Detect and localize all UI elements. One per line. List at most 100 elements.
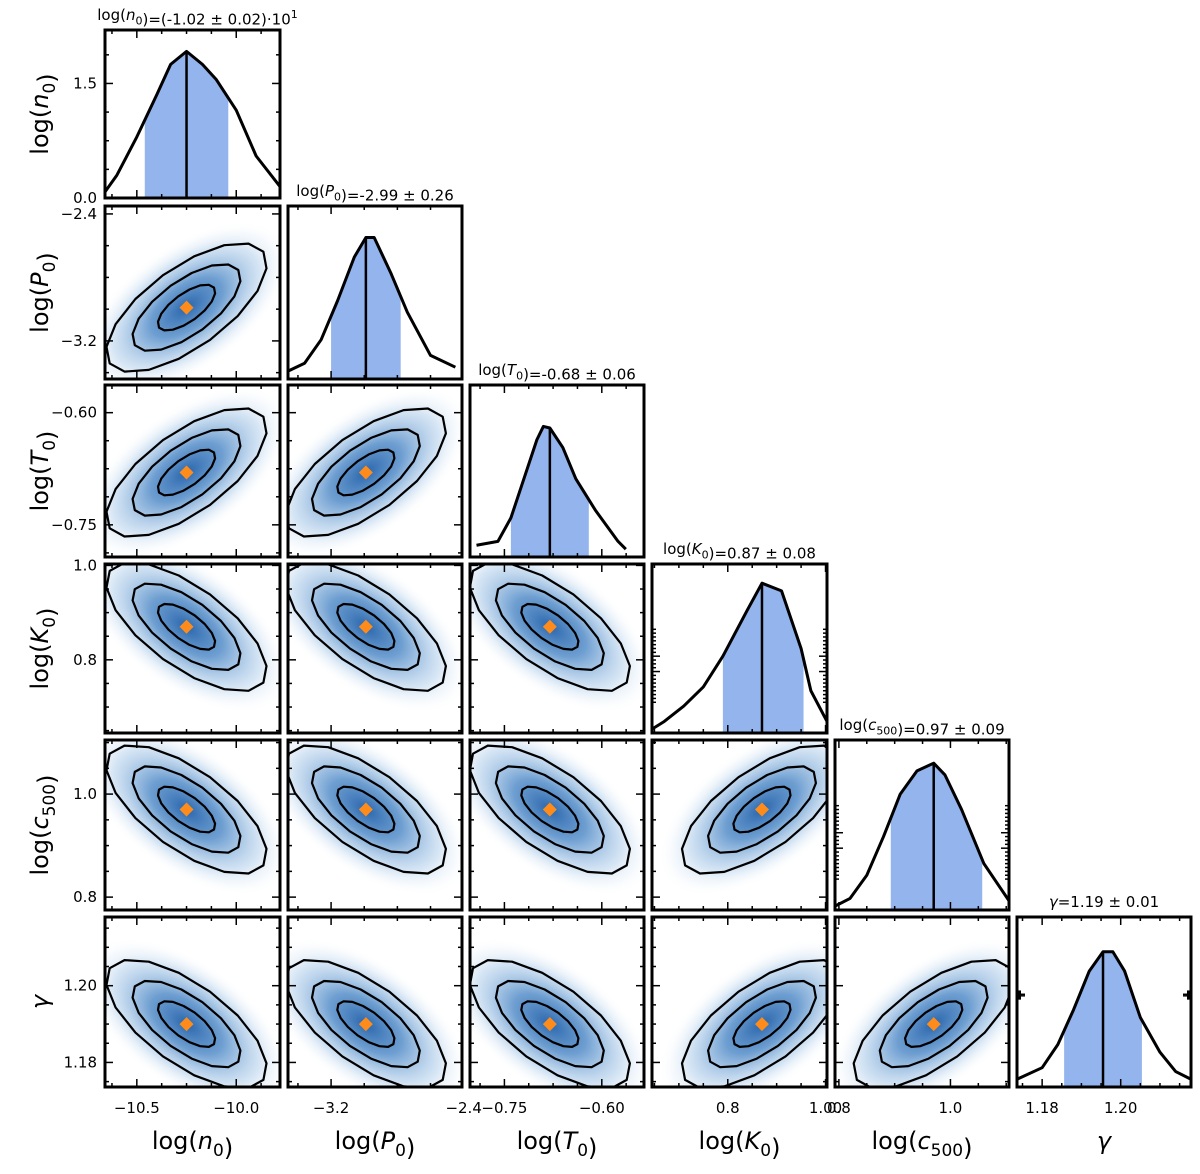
contour-2σ-2-1: [310, 428, 421, 517]
contour-2σ-5-4: [878, 979, 989, 1069]
panel-frame-5-1: [286, 915, 464, 1089]
y-tick-label: −3.2: [61, 332, 97, 350]
panel-3-3: log(K0)=0.87 ± 0.08: [650, 540, 829, 735]
panel-title-3: log(K0)=0.87 ± 0.08: [663, 540, 816, 563]
panel-3-2: [468, 562, 646, 735]
x-tick-label: −0.75: [481, 1099, 527, 1117]
panel-frame-5-3: [650, 915, 829, 1089]
x-tick-label: −3.2: [313, 1099, 349, 1117]
y-tick-label: 0.8: [73, 888, 97, 906]
contour-2σ-5-2: [494, 979, 605, 1069]
panel-frame-4-1: [286, 738, 464, 912]
best-fit-marker-4-2: [542, 802, 557, 817]
contour-1σ-4-1: [336, 785, 396, 834]
y-axis-label-3: log(K0): [26, 608, 61, 690]
x-tick-label: 1.0: [939, 1099, 963, 1117]
best-fit-marker-4-1: [358, 802, 373, 817]
y-tick-label: −0.75: [51, 516, 97, 534]
contour-1σ-4-3: [732, 785, 792, 834]
panel-5-3: 0.8 1.00 log(K0): [650, 915, 842, 1162]
y-tick-label: 1.5: [73, 74, 97, 92]
y-tick-label: −0.60: [51, 404, 97, 422]
panel-frame-3-1: [286, 562, 464, 735]
panel-title-5: γ=1.19 ± 0.01: [1049, 893, 1159, 911]
contour-2σ-5-0: [131, 979, 242, 1069]
contour-3σ-3-2: [470, 564, 632, 692]
x-tick-label: 1.20: [1104, 1099, 1137, 1117]
contour-3σ-2-0: [105, 407, 268, 538]
marginal-curve-2: [476, 424, 627, 551]
marginal-curve-5: [1016, 950, 1192, 1081]
panel-frame-2-2: [468, 383, 646, 559]
y-axis-label-1: log(P0): [26, 252, 61, 333]
panel-frame-1-0: [103, 204, 282, 381]
y-tick-label: −2.4: [61, 205, 97, 223]
x-tick-label: 1.18: [1025, 1099, 1058, 1117]
panel-3-1: [286, 562, 464, 735]
x-axis-label-4: log(c500): [872, 1127, 973, 1162]
x-axis-label-5: γ: [1097, 1127, 1113, 1155]
panel-frame-3-0: [103, 562, 282, 735]
panel-4-1: [286, 738, 464, 912]
contour-3σ-5-2: [470, 958, 632, 1087]
x-tick-label: −10.5: [114, 1099, 160, 1117]
panel-4-3: [650, 738, 829, 912]
panel-5-5: γ=1.19 ± 0.01 1.18 1.20 γ: [1015, 893, 1193, 1155]
contour-2σ-1-0: [131, 263, 242, 352]
marginal-curve-3: [651, 581, 829, 731]
best-fit-marker-4-3: [754, 802, 769, 817]
panel-3-0: 0.8 1.0 log(K0): [26, 556, 282, 735]
marginal-curve-4: [834, 761, 1011, 908]
contour-2σ-4-3: [706, 765, 818, 854]
panel-title-4: log(c500)=0.97 ± 0.09: [839, 716, 1004, 739]
contour-1σ-5-1: [336, 1000, 396, 1049]
best-fit-marker-1-0: [179, 300, 194, 315]
panel-title-2: log(T0)=-0.68 ± 0.06: [478, 361, 636, 384]
panel-4-0: 0.8 1.0 log(c500): [26, 738, 282, 912]
best-fit-marker-5-2: [542, 1017, 557, 1032]
panel-2-2: log(T0)=-0.68 ± 0.06: [468, 361, 646, 559]
y-tick-label: 1.0: [73, 556, 97, 574]
contour-3σ-5-4: [852, 958, 1009, 1087]
best-fit-marker-5-1: [358, 1017, 373, 1032]
credible-band-0: [144, 51, 229, 198]
contour-1σ-4-0: [156, 785, 217, 834]
y-tick-label: 1.20: [64, 977, 97, 995]
panel-2-1: [286, 383, 464, 559]
contour-2σ-4-0: [131, 765, 242, 854]
best-fit-marker-2-0: [179, 465, 194, 480]
contour-3σ-4-3: [680, 744, 827, 875]
contour-2σ-4-1: [310, 765, 421, 854]
y-tick-label: 0.0: [73, 189, 97, 207]
contour-1σ-3-1: [336, 602, 396, 651]
panel-frame-4-0: [103, 738, 282, 912]
x-tick-label: 0.8: [827, 1099, 851, 1117]
panel-frame-5-0: [103, 915, 282, 1089]
x-axis-label-3: log(K0): [699, 1127, 781, 1162]
contour-1σ-2-0: [156, 448, 217, 497]
x-tick-label: −2.4: [445, 1099, 481, 1117]
panel-0-0: log(n0)=(-1.02 ± 0.02)·101 0.0 1.5 log(n0): [26, 6, 298, 207]
contour-2σ-3-0: [131, 582, 242, 672]
contour-1σ-5-4: [903, 1000, 964, 1049]
best-fit-marker-3-1: [358, 619, 373, 634]
marginal-curve-0: [103, 49, 282, 193]
contour-3σ-3-0: [105, 564, 268, 692]
contour-1σ-3-0: [156, 602, 217, 651]
contour-2σ-3-1: [310, 582, 421, 672]
contour-1σ-1-0: [156, 283, 217, 332]
panel-frame-4-3: [650, 738, 829, 912]
best-fit-marker-5-4: [926, 1017, 941, 1032]
y-axis-label-5: γ: [26, 993, 54, 1009]
credible-band-4: [890, 763, 983, 910]
contour-3σ-4-0: [105, 744, 268, 875]
panel-1-1: log(P0)=-2.99 ± 0.26: [286, 182, 464, 381]
y-axis-label-0: log(n0): [26, 73, 61, 154]
panel-frame-2-0: [103, 383, 282, 559]
panel-title-1: log(P0)=-2.99 ± 0.26: [296, 182, 454, 205]
x-tick-label: −10.0: [213, 1099, 259, 1117]
panel-5-2: −0.75 −0.60 log(T0): [468, 915, 646, 1162]
contour-3σ-1-0: [105, 242, 268, 373]
contour-2σ-3-2: [494, 582, 605, 672]
